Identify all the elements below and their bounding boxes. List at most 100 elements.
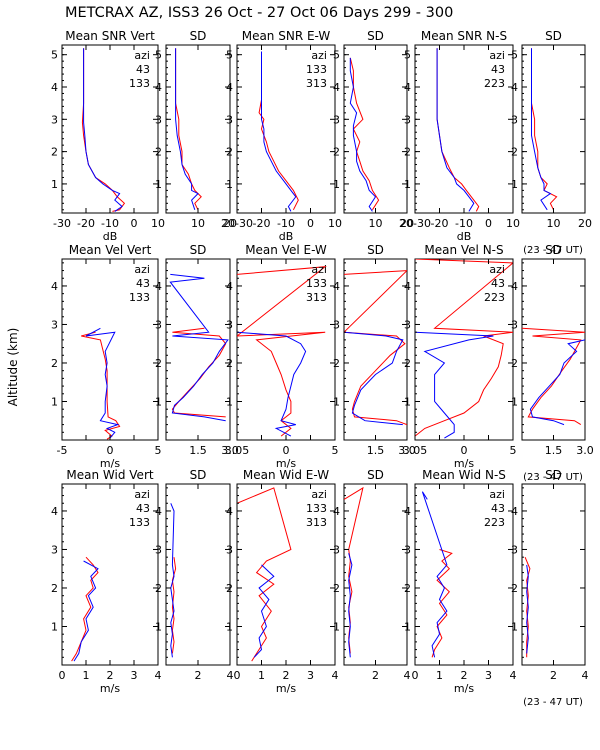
series-line-blue-313	[344, 331, 404, 426]
x-tick-label: 2	[550, 669, 557, 682]
x-tick-label: 1	[83, 669, 90, 682]
legend-entry: 313	[306, 77, 327, 90]
series-group	[524, 557, 531, 658]
panel-title: SD	[545, 243, 562, 257]
x-tick-label: 0	[283, 444, 290, 457]
series-line-blue-313	[348, 553, 353, 658]
x-tick-label: 4	[155, 669, 162, 682]
series-line-red-43	[415, 259, 513, 437]
panel-title: SD	[190, 468, 207, 482]
y-tick-label: 3	[226, 113, 233, 126]
x-tick-label: 20-30	[221, 217, 253, 230]
series-line-red-43	[171, 327, 227, 418]
series-group	[175, 48, 202, 211]
panel-r3-c4: SD 2 4 1 2 3 4	[333, 468, 411, 682]
series-group	[421, 491, 453, 658]
y-tick-label: 3	[404, 318, 411, 331]
x-tick-label: -20	[431, 217, 449, 230]
series-line-red-43	[175, 48, 202, 211]
panel-title: Mean SNR N-S	[421, 29, 507, 43]
legend-entry: 43	[136, 277, 150, 290]
y-tick-label: 5	[511, 49, 518, 62]
panel-title: Mean Wid Vert	[66, 468, 153, 482]
series-line-blue-313	[261, 51, 297, 212]
y-tick-label: 3	[511, 543, 518, 556]
legend-entry: 43	[491, 63, 505, 76]
x-tick-label: 10	[506, 217, 520, 230]
panel-title: SD	[367, 243, 384, 257]
series-line-red-133	[344, 270, 407, 426]
y-tick-label: 3	[226, 543, 233, 556]
legend-entry: 223	[484, 77, 505, 90]
legend-entry: 43	[136, 502, 150, 515]
legend-entry: 313	[306, 291, 327, 304]
x-tick-label: 2	[372, 669, 379, 682]
y-tick-label: 1	[155, 395, 162, 408]
panel-r2-c4: SD 1.5 3.0 1 2 3 4	[333, 243, 416, 457]
legend-entry: 223	[484, 516, 505, 529]
panel-title: SD	[545, 29, 562, 43]
y-tick-label: 4	[51, 280, 58, 293]
series-group	[71, 556, 99, 662]
series-group	[237, 487, 292, 662]
x-tick-label: 3.05	[225, 444, 250, 457]
y-tick-label: 4	[155, 505, 162, 518]
x-tick-label: 5	[155, 444, 162, 457]
series-line-red-133	[258, 51, 299, 211]
panel-r2-c2: SD 1.5 3.0 1 2 3 4	[155, 243, 239, 457]
x-tick-label: 20-30	[399, 217, 431, 230]
x-tick-label: 10	[369, 217, 383, 230]
y-tick-label: 3	[51, 113, 58, 126]
y-tick-label: 2	[155, 582, 162, 595]
series-line-red-43	[81, 331, 121, 440]
series-group	[349, 57, 380, 212]
x-tick-label: 0	[234, 669, 241, 682]
x-tick-label: -20	[253, 217, 271, 230]
y-tick-label: 3	[51, 543, 58, 556]
y-tick-label: 3	[333, 318, 340, 331]
y-tick-label: 4	[51, 81, 58, 94]
y-tick-label: 2	[404, 146, 411, 159]
y-tick-label: 1	[404, 395, 411, 408]
y-tick-label: 2	[226, 146, 233, 159]
series-group	[531, 48, 558, 211]
y-tick-label: 2	[226, 582, 233, 595]
x-axis-label: m/s	[454, 457, 474, 470]
legend-entry: 43	[491, 502, 505, 515]
panel-title: SD	[545, 468, 562, 482]
y-tick-label: 4	[155, 280, 162, 293]
x-axis-label: m/s	[100, 682, 120, 695]
legend-entry: 133	[306, 277, 327, 290]
x-tick-label: 4	[332, 669, 339, 682]
y-tick-label: 2	[51, 146, 58, 159]
y-tick-label: 3	[333, 543, 340, 556]
x-tick-label: 0	[461, 444, 468, 457]
series-line-blue-223	[436, 48, 475, 212]
x-tick-label: 0	[107, 444, 114, 457]
x-tick-label: 0	[412, 669, 419, 682]
series-line-red-43	[171, 557, 177, 654]
legend-header: azi	[489, 263, 505, 276]
y-tick-label: 2	[404, 357, 411, 370]
panel-r3-c2: SD 2 4 1 2 3 4	[155, 468, 234, 682]
series-line-red-43	[522, 327, 585, 426]
x-tick-label: 1	[436, 669, 443, 682]
x-tick-label: 3.0	[221, 444, 239, 457]
x-tick-label: 1	[258, 669, 265, 682]
x-tick-label: 2	[107, 669, 114, 682]
y-tick-label: 2	[333, 357, 340, 370]
panel-title: Mean Vel N-S	[424, 243, 503, 257]
y-tick-label: 2	[511, 146, 518, 159]
legend-header: azi	[134, 488, 150, 501]
series-line-red-43	[436, 48, 480, 212]
y-tick-label: 1	[333, 620, 340, 633]
y-tick-label: 1	[155, 620, 162, 633]
y-tick-label: 4	[333, 505, 340, 518]
x-tick-label: 4	[510, 669, 517, 682]
